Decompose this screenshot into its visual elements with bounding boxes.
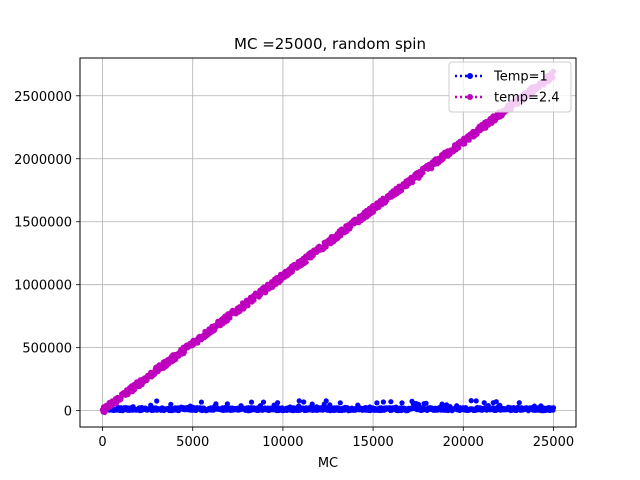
data-point: [227, 315, 233, 321]
data-point: [198, 399, 204, 405]
data-point: [301, 399, 307, 405]
series-layer: [99, 68, 557, 416]
series-1: [99, 398, 557, 414]
data-point: [456, 145, 462, 151]
plot-frame: [79, 57, 577, 428]
data-point: [380, 399, 386, 405]
x-tick-label: 10000: [262, 435, 303, 450]
x-tick-label: 0: [98, 435, 106, 450]
y-tick-label: 2500000: [14, 90, 72, 105]
data-point: [224, 401, 230, 407]
data-point: [195, 340, 201, 346]
data-point: [337, 400, 343, 406]
data-point: [388, 399, 394, 405]
data-point: [323, 398, 329, 404]
data-point: [466, 137, 472, 143]
data-point: [493, 399, 499, 405]
data-point: [374, 400, 380, 406]
x-tick-label: 25000: [533, 435, 574, 450]
y-tick-label: 1000000: [14, 279, 72, 294]
data-point: [260, 399, 267, 405]
x-tick-label: 5000: [176, 435, 209, 450]
legend-label: Temp=1: [493, 70, 548, 85]
y-tick-label: 1500000: [14, 216, 72, 231]
chart-title: MC =25000, random spin: [234, 35, 426, 53]
data-point: [473, 398, 479, 404]
legend-swatch-marker: [467, 94, 473, 100]
data-point: [309, 401, 315, 407]
data-point: [275, 400, 281, 406]
data-point: [423, 400, 429, 406]
data-point: [303, 259, 309, 265]
y-axis: 0 500000 1000000 1500000 2000000 2500000: [14, 90, 80, 420]
data-point: [213, 401, 219, 407]
legend-label: temp=2.4: [494, 91, 560, 106]
x-axis-label: MC: [318, 456, 338, 471]
x-tick-label: 20000: [443, 435, 484, 450]
y-tick-label: 500000: [22, 342, 72, 357]
data-point: [248, 399, 255, 405]
data-point: [398, 188, 405, 194]
data-point: [516, 400, 522, 406]
legend: Temp=1 temp=2.4: [448, 61, 572, 113]
grid-layer: [80, 58, 576, 427]
data-point: [296, 398, 302, 404]
x-tick-label: 15000: [352, 435, 393, 450]
data-point: [550, 405, 557, 411]
legend-box: [448, 61, 572, 113]
legend-item: temp=2.4: [455, 91, 560, 106]
x-axis: 0 5000 10000 15000 20000 25000: [98, 427, 574, 450]
data-point: [468, 398, 474, 404]
y-tick-label: 2000000: [14, 153, 72, 168]
data-point: [481, 400, 487, 406]
data-point: [154, 398, 160, 404]
legend-item: Temp=1: [455, 70, 548, 85]
legend-swatch-marker: [467, 73, 473, 79]
data-point: [399, 400, 405, 406]
data-point: [338, 233, 344, 239]
y-tick-label: 0: [64, 405, 72, 420]
data-point: [168, 401, 174, 407]
